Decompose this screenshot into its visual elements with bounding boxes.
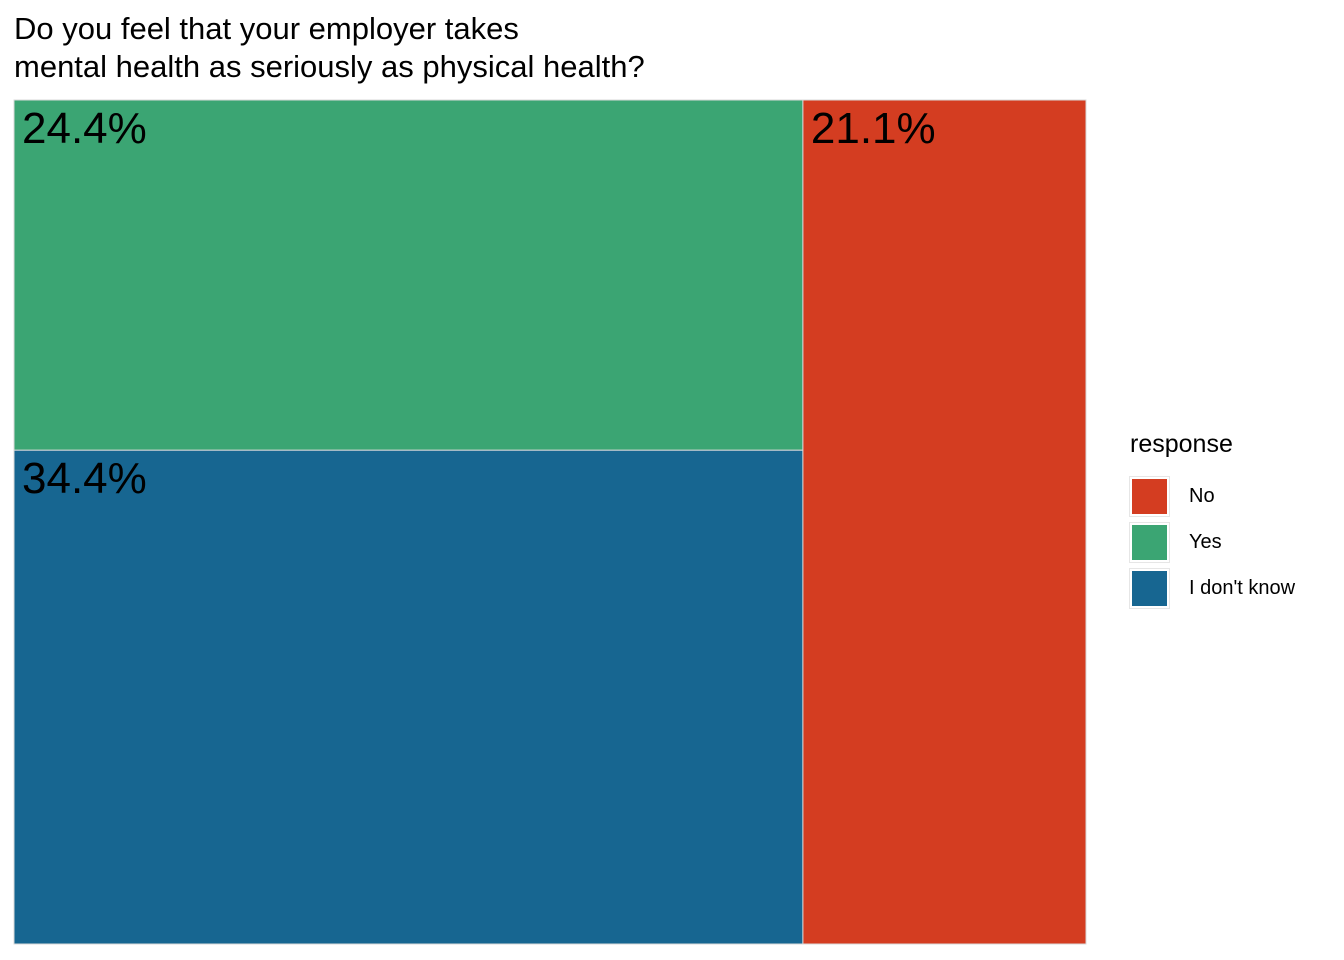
legend-label-dont-know: I don't know	[1189, 576, 1296, 599]
legend-item-dont-know: I don't know	[1129, 565, 1296, 611]
legend-item-no: No	[1129, 473, 1295, 519]
tile-label-no: 21.1%	[811, 104, 936, 153]
tile-dont-know	[13, 449, 804, 945]
tile-no	[802, 99, 1087, 945]
legend-label-no: No	[1189, 484, 1215, 507]
legend-title: response	[1130, 430, 1233, 458]
chart-title-line-2: mental health as seriously as physical h…	[14, 49, 645, 84]
tile-yes	[13, 99, 804, 451]
tile-label-yes: 24.4%	[22, 104, 147, 153]
legend-swatch-no	[1129, 475, 1170, 517]
legend-swatch-dont-know	[1129, 567, 1170, 609]
tile-label-dont-know: 34.4%	[22, 454, 147, 503]
chart-title: Do you feel that your employer takes men…	[14, 10, 645, 86]
legend: response No Yes I don't know	[1129, 430, 1296, 611]
legend-label-yes: Yes	[1189, 530, 1222, 553]
chart-title-line-1: Do you feel that your employer takes	[14, 11, 519, 46]
legend-swatch-yes	[1129, 521, 1170, 563]
legend-item-yes: Yes	[1129, 519, 1295, 565]
